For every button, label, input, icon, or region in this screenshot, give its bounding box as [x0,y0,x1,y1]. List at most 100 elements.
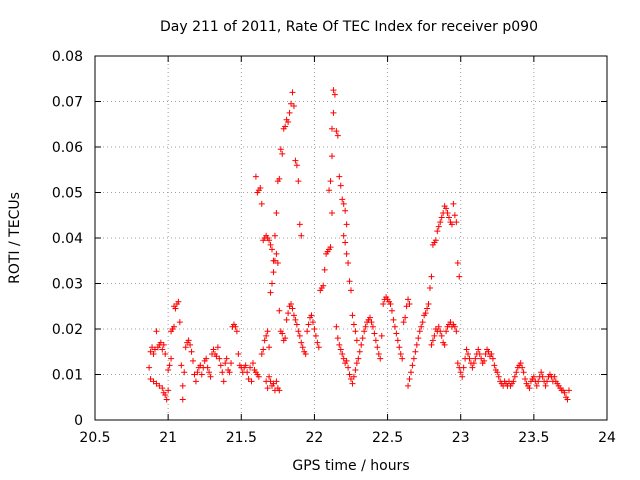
data-point [444,209,451,216]
data-point [393,330,400,337]
data-point [289,305,296,312]
data-point [334,335,341,342]
data-point [470,360,477,367]
data-point [451,323,458,330]
data-point [282,123,289,130]
data-point [350,321,357,328]
data-point [233,328,240,335]
data-point [415,335,422,342]
data-point [353,337,360,344]
x-tick-label: 22.5 [372,430,403,446]
data-point [165,387,172,394]
data-point [446,214,453,221]
data-point [450,200,457,207]
data-point [192,378,199,385]
data-point [443,328,450,335]
data-point [181,369,188,376]
data-point [162,351,169,358]
data-point [160,341,167,348]
data-point [372,337,379,344]
data-point [333,128,340,135]
data-point [242,362,249,369]
data-point [247,364,254,371]
data-point [510,378,517,385]
data-point [340,232,347,239]
data-point [276,175,283,182]
data-point [513,369,520,376]
data-point [172,305,179,312]
data-point [277,146,284,153]
data-point [345,260,352,267]
data-point [327,244,334,251]
data-point [387,300,394,307]
data-point [290,103,297,110]
data-point [454,260,461,267]
data-point [336,173,343,180]
data-point [342,207,349,214]
data-point [451,212,458,219]
data-point [269,280,276,287]
data-point [361,328,368,335]
data-point [178,362,185,369]
data-point [533,382,540,389]
data-point [328,153,335,160]
data-point [248,378,255,385]
data-point [489,355,496,362]
data-point [175,298,182,305]
data-point [429,337,436,344]
data-point [321,266,328,273]
data-point [198,371,205,378]
data-point [353,360,360,367]
data-point [459,373,466,380]
data-point [188,348,195,355]
data-point [334,132,341,139]
data-point [522,376,529,383]
data-point [159,385,166,392]
data-point [179,396,186,403]
data-point [374,344,381,351]
data-point [405,382,412,389]
data-point [453,219,460,226]
data-point [352,328,359,335]
data-point [274,260,281,267]
data-point [182,344,189,351]
data-point [226,369,233,376]
data-point [258,351,265,358]
data-point [232,323,239,330]
data-point [399,355,406,362]
data-point [266,344,273,351]
data-point [511,373,518,380]
data-point [296,221,303,228]
data-point [185,337,192,344]
data-point [279,330,286,337]
data-point [264,328,271,335]
data-point [412,348,419,355]
data-point [314,339,321,346]
data-point [217,362,224,369]
data-point [312,332,319,339]
data-point [315,344,322,351]
data-point [362,323,369,330]
data-point [273,378,280,385]
data-point [375,351,382,358]
data-point [279,150,286,157]
data-point [258,200,265,207]
data-point [263,332,270,339]
y-tick-label: 0.05 [52,186,83,202]
data-point [465,351,472,358]
data-point [520,369,527,376]
data-point [538,369,545,376]
data-point [426,285,433,292]
data-point [448,221,455,228]
data-point [431,332,438,339]
data-point [517,360,524,367]
data-point [266,237,273,244]
data-point [293,321,300,328]
data-point [219,369,226,376]
data-point [539,373,546,380]
data-point [358,341,365,348]
data-point [469,364,476,371]
data-point [565,387,572,394]
data-point [153,328,160,335]
data-point [214,344,221,351]
